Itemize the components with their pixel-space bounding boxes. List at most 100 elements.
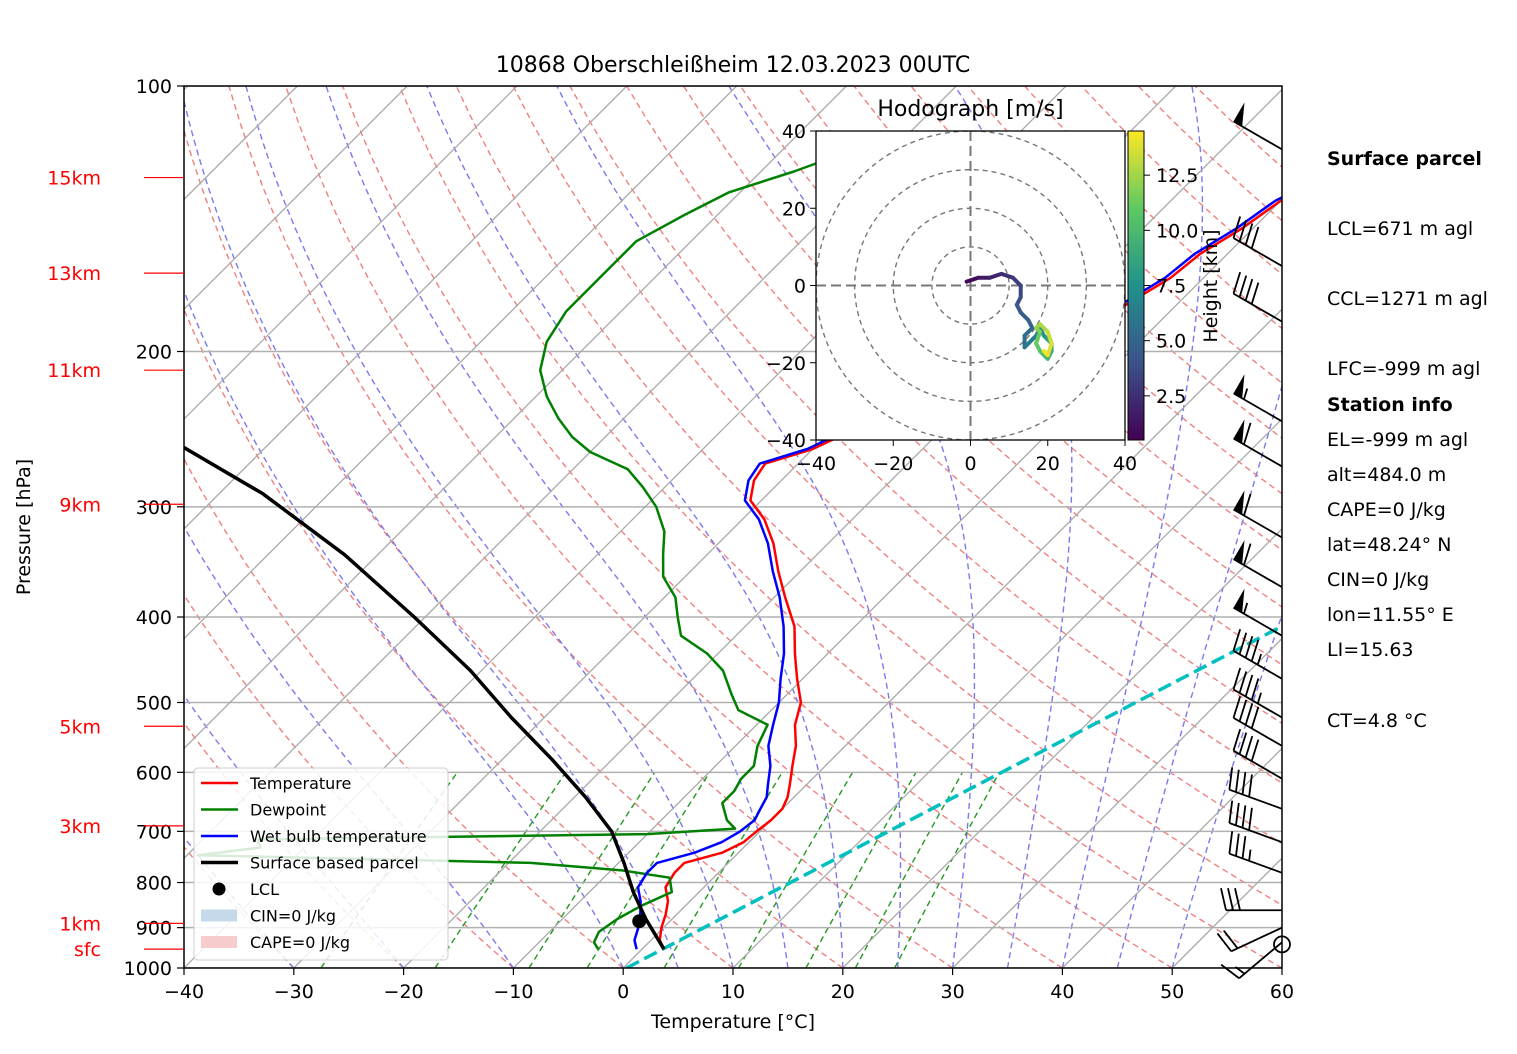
barb-shaft xyxy=(1229,788,1283,810)
legend-label: Wet bulb temperature xyxy=(250,827,427,846)
colorbar-tick-label: 10.0 xyxy=(1156,220,1198,242)
y-tick-label: 1000 xyxy=(124,958,172,980)
height-label: 9km xyxy=(59,494,101,516)
hodograph-x-tick-label: 40 xyxy=(1113,453,1137,475)
lcl-point xyxy=(632,914,647,929)
colorbar-tick-label: 12.5 xyxy=(1156,165,1198,187)
hodograph-segment xyxy=(999,271,1015,280)
moist-adiabat xyxy=(1171,612,1282,968)
x-axis-label: Temperature [°C] xyxy=(650,1011,815,1033)
wind-barb xyxy=(1220,888,1282,912)
wind-barb xyxy=(1232,216,1283,267)
dry-adiabat xyxy=(455,86,1282,906)
wind-barb xyxy=(1220,941,1283,979)
isotherm-gridline xyxy=(184,86,628,530)
surface-parcel-header: Surface parcel xyxy=(1327,147,1482,170)
barb-shaft xyxy=(1233,392,1283,423)
y-tick-label: 800 xyxy=(136,873,172,895)
legend-cape-swatch xyxy=(201,936,237,948)
barb-pennant xyxy=(1233,490,1245,515)
moist-adiabat xyxy=(184,289,624,968)
hodograph-x-tick-label: 20 xyxy=(1036,453,1060,475)
hodograph-y-tick-label: −40 xyxy=(766,430,806,452)
barb-shaft xyxy=(1229,852,1283,874)
height-label: sfc xyxy=(74,939,101,961)
hodograph-y-tick-label: −20 xyxy=(766,353,806,375)
barb-full xyxy=(1250,739,1260,762)
barb-full xyxy=(1244,223,1254,246)
info-cape: CAPE=0 J/kg xyxy=(1327,498,1446,521)
info-ct: CT=4.8 °C xyxy=(1327,709,1427,732)
barb-full xyxy=(1243,422,1252,445)
hodograph-segment xyxy=(1045,329,1054,346)
y-tick-label: 400 xyxy=(136,607,172,629)
x-tick-label: 60 xyxy=(1270,981,1294,1003)
moist-adiabat xyxy=(426,86,844,968)
x-tick-label: 50 xyxy=(1160,981,1184,1003)
colorbar-tick-label: 2.5 xyxy=(1156,386,1186,408)
barb-full xyxy=(1244,674,1254,697)
hodograph-y-tick-label: 20 xyxy=(782,198,806,220)
dry-adiabat xyxy=(228,86,953,968)
x-tick-label: 20 xyxy=(831,981,855,1003)
barb-full xyxy=(1235,769,1240,793)
barb-full xyxy=(1228,767,1234,790)
barb-shaft xyxy=(1233,437,1283,468)
wind-barb xyxy=(1216,926,1283,953)
barb-full xyxy=(1234,888,1241,911)
wind-barb xyxy=(1232,728,1283,780)
barb-shaft xyxy=(1233,749,1283,780)
barb-half xyxy=(1243,388,1249,400)
barb-full xyxy=(1216,932,1232,952)
wind-barb xyxy=(1233,588,1283,637)
moist-adiabat xyxy=(1116,383,1282,968)
barb-full xyxy=(1250,678,1260,701)
height-label: 3km xyxy=(59,816,101,838)
barb-full xyxy=(1250,226,1260,249)
barb-shaft xyxy=(1233,606,1283,637)
barb-full xyxy=(1250,639,1260,662)
height-label: 15km xyxy=(47,168,101,190)
barb-full xyxy=(1241,771,1247,795)
wind-barb xyxy=(1232,696,1283,747)
legend-label: CAPE=0 J/kg xyxy=(250,933,350,952)
barb-pennant xyxy=(1233,419,1245,444)
height-label: 1km xyxy=(59,913,101,935)
hodograph-rings xyxy=(816,131,1125,440)
barb-full xyxy=(1241,835,1247,859)
wind-barb xyxy=(1228,767,1283,810)
barb-pennant xyxy=(1233,588,1245,613)
barb-full xyxy=(1232,271,1242,294)
barb-half xyxy=(1256,692,1262,704)
barb-half xyxy=(1256,653,1262,666)
hodograph-segment xyxy=(1034,329,1043,346)
hodograph-segment xyxy=(987,271,1004,280)
x-tick-label: −20 xyxy=(384,981,424,1003)
isotherm-gridline xyxy=(512,198,1282,968)
barb-full xyxy=(1238,699,1248,722)
barb-full xyxy=(1232,728,1242,751)
isotherm-gridline xyxy=(1061,747,1282,968)
legend-lcl-marker xyxy=(212,882,226,896)
wind-barb xyxy=(1233,374,1283,423)
info-cin: CIN=0 J/kg xyxy=(1327,569,1430,592)
barb-full xyxy=(1238,275,1248,298)
barb-pennant xyxy=(1233,540,1245,565)
x-tick-label: −30 xyxy=(274,981,314,1003)
barb-shaft xyxy=(1238,941,1283,979)
barb-shaft xyxy=(1233,688,1283,719)
hodograph-x-tick-label: 0 xyxy=(964,453,976,475)
surface-based-parcel-line xyxy=(184,445,666,951)
hodograph-colorbar xyxy=(1127,130,1145,441)
barb-full xyxy=(1238,219,1248,242)
barb-shaft xyxy=(1233,558,1283,588)
y-tick-label: 900 xyxy=(136,918,172,940)
wind-barb xyxy=(1228,831,1283,874)
info-li: LI=15.63 xyxy=(1327,639,1414,662)
dry-adiabat xyxy=(184,307,734,968)
barb-full xyxy=(1250,706,1260,729)
barb-pennant xyxy=(1233,102,1245,127)
hodograph-x-tick-label: −40 xyxy=(796,453,836,475)
wind-barb xyxy=(1233,419,1283,468)
